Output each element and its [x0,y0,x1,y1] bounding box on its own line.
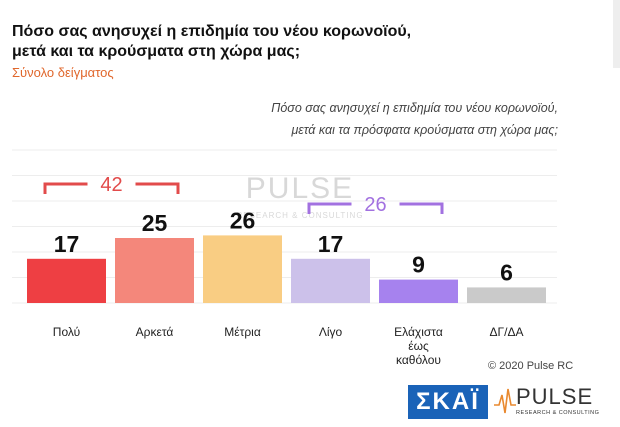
bar-5 [379,279,458,303]
question-line-2: μετά και τα πρόσφατα κρούσματα στη χώρα … [291,123,558,137]
survey-question: Πόσο σας ανησυχεί η επιδημία του νέου κο… [138,97,558,141]
skai-logo: ΣΚΑΪ [408,385,488,419]
group-bracket-26-left [307,202,352,214]
category-label-3: Μέτρια [224,325,261,339]
data-label-5: 9 [412,252,425,278]
category-label-5-line-3: καθόλου [396,353,441,367]
pulse-wave-icon [494,388,516,414]
data-label-6: 6 [500,259,513,285]
group-bracket-42-left [43,182,88,194]
scrollbar-strip [613,0,620,68]
title-line-2: μετά και τα κρούσματα στη χώρα μας; [12,43,301,60]
bar-6 [467,287,546,303]
bar-2 [115,238,194,303]
data-label-1: 17 [54,231,80,257]
pulse-logo-tagline: RESEARCH & CONSULTING [516,410,600,416]
category-label-5-line-1: Ελάχιστα [394,325,443,339]
category-label-2: Αρκετά [136,325,174,339]
data-label-3: 26 [230,207,256,233]
bar-1 [27,258,106,303]
bar-4 [291,258,370,303]
group-bracket-42-right [135,182,180,194]
question-line-1: Πόσο σας ανησυχεί η επιδημία του νέου κο… [271,101,558,115]
pulse-logo: PULSE RESEARCH & CONSULTING [494,383,599,423]
category-label-5-line-2: έως [408,339,429,353]
watermark-brand: PULSE [246,172,354,205]
group-total-42: 42 [100,174,122,196]
category-label-6: ΔΓ/ΔΑ [490,325,524,339]
category-label-4: Λίγο [319,325,343,339]
data-label-4: 17 [318,231,344,257]
copyright-text: © 2020 Pulse RC [488,360,574,372]
bar-3 [203,235,282,303]
page-title: Πόσο σας ανησυχεί η επιδημία του νέου κο… [12,22,411,62]
pulse-logo-word: PULSE [516,384,594,409]
title-line-1: Πόσο σας ανησυχεί η επιδημία του νέου κο… [12,23,412,40]
group-total-26: 26 [364,194,386,216]
category-label-1: Πολύ [53,325,80,339]
group-bracket-26-right [399,202,444,214]
watermark-tagline: RESEARCH & CONSULTING [236,211,363,220]
data-label-2: 25 [142,210,168,236]
sample-subtitle: Σύνολο δείγματος [12,65,114,80]
